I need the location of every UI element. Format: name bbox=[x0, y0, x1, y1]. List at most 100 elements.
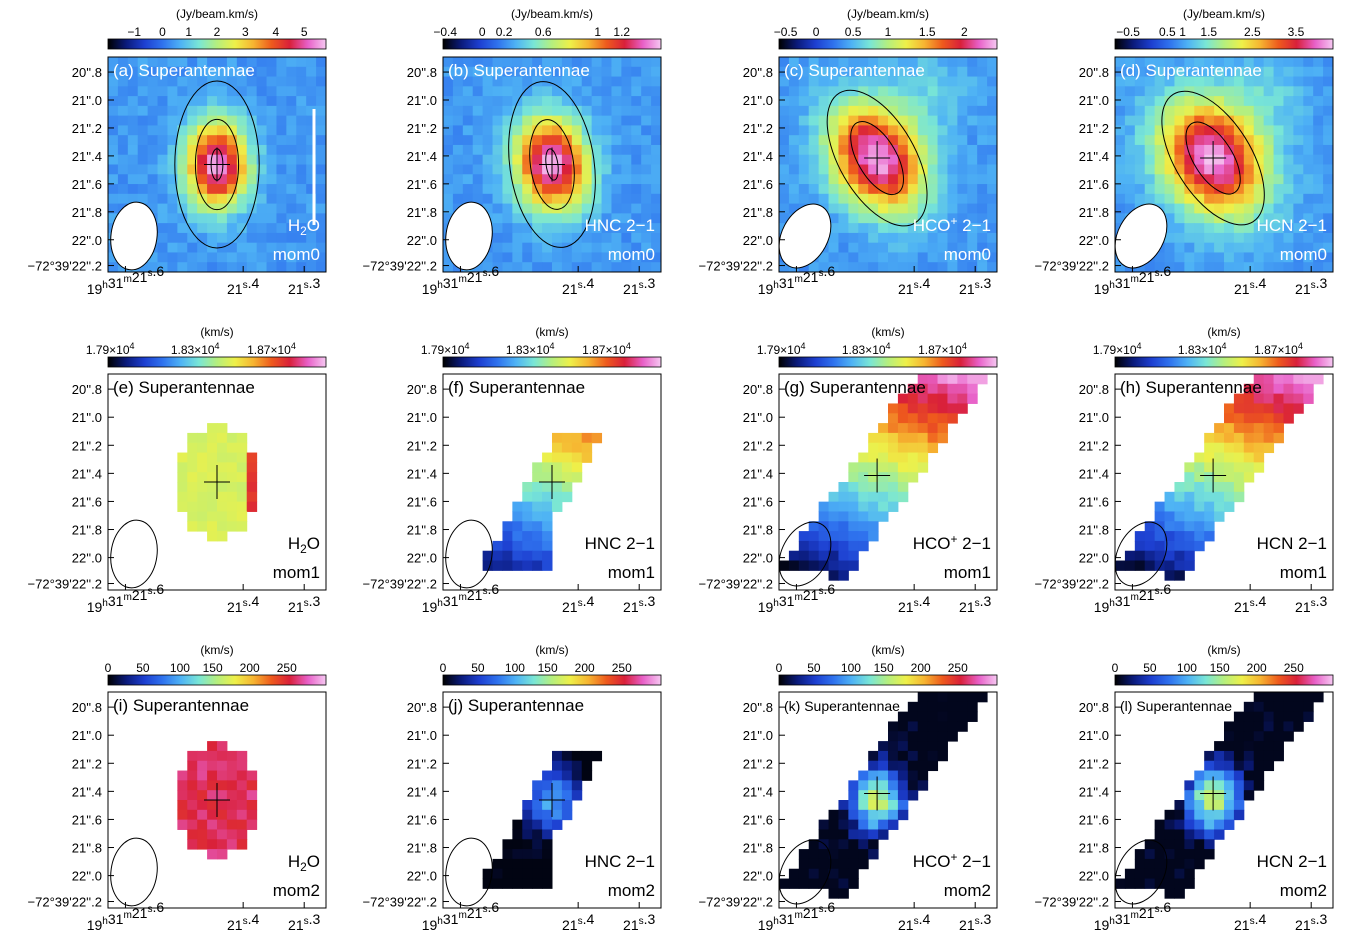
dec-tick-label: 21''.0 bbox=[72, 93, 102, 108]
panel-title: (g) Superantennae bbox=[784, 378, 926, 397]
colorbar-unit: (km/s) bbox=[535, 643, 568, 657]
colorbar-tick-label: 0 bbox=[813, 25, 820, 39]
panel-title: (j) Superantennae bbox=[448, 696, 584, 715]
colorbar-tick-label: 0.5 bbox=[1159, 25, 1176, 39]
panel-c: (Jy/beam.km/s) −0.5 0 0.5 1 1.5 2 (c) Superante… bbox=[699, 7, 998, 297]
dec-tick-label: 21''.8 bbox=[407, 523, 437, 538]
molecule-label: HCO+ 2−1 bbox=[913, 532, 991, 553]
dec-tick-label: 21''.8 bbox=[743, 841, 773, 856]
ra-tick-label: 21s.3 bbox=[959, 275, 992, 297]
dec-tick-label: −72°39'22''.2 bbox=[1035, 259, 1109, 274]
dec-tick-label: 21''.0 bbox=[407, 728, 437, 743]
molecule-block: HNC 2−1 mom0 bbox=[585, 216, 655, 264]
plot-frame bbox=[107, 56, 327, 273]
molecule-label: H2O bbox=[288, 852, 320, 874]
molecule-label: HNC 2−1 bbox=[585, 852, 655, 871]
dec-tick-label: 22''.0 bbox=[743, 869, 773, 884]
colorbar-tick-label: 0.2 bbox=[496, 25, 513, 39]
dec-tick-label: 21''.6 bbox=[1079, 177, 1109, 192]
colorbar-tick-label: 1.87×104 bbox=[918, 341, 967, 357]
dec-tick-label: 21''.4 bbox=[72, 149, 102, 164]
dec-tick-label: 21''.4 bbox=[407, 784, 437, 799]
dec-tick-label: 20''.8 bbox=[407, 382, 437, 397]
panel-a: (Jy/beam.km/s) −1 0 1 2 3 4 5 (a) Superantennae H… bbox=[28, 7, 327, 297]
dec-tick-label: 21''.6 bbox=[72, 177, 102, 192]
colorbar-tick-label: 1.83×104 bbox=[842, 341, 891, 357]
colorbar-tick-label: 0 bbox=[159, 25, 166, 39]
dec-tick-label: 21''.6 bbox=[1079, 494, 1109, 509]
colorbar-gradient bbox=[442, 674, 662, 686]
colorbar-tick-label: −1 bbox=[127, 25, 141, 39]
colorbar: (km/s) 0 50 100 150 200 250 bbox=[440, 643, 662, 686]
map-image bbox=[482, 750, 603, 889]
colorbar-tick-label: 1.87×104 bbox=[1254, 341, 1303, 357]
dec-tick-label: 21''.8 bbox=[72, 841, 102, 856]
colorbar: (km/s) 1.79×104 1.83×104 1.87×104 bbox=[421, 325, 662, 368]
colorbar-gradient bbox=[107, 356, 327, 368]
ra-tick-label: 21s.3 bbox=[959, 911, 992, 933]
colorbar-tick-label: 4 bbox=[273, 25, 280, 39]
ra-tick-label: 21s.4 bbox=[227, 275, 260, 297]
molecule-block: H2O mom2 bbox=[273, 852, 320, 900]
colorbar-tick-label: 0.5 bbox=[845, 25, 862, 39]
colorbar-gradient bbox=[1114, 38, 1334, 50]
contour bbox=[508, 81, 596, 248]
ra-tick-label: 19h31m21s.6 bbox=[758, 899, 836, 933]
beam-ellipse bbox=[1114, 203, 1168, 269]
dec-tick-label: 21''.0 bbox=[72, 728, 102, 743]
molecule-label: H2O bbox=[288, 534, 320, 556]
dec-tick-label: −72°39'22''.2 bbox=[363, 259, 437, 274]
panel-title: (h) Superantennae bbox=[1120, 378, 1262, 397]
colorbar-tick-label: 1.83×104 bbox=[171, 341, 220, 357]
molecule-label: HNC 2−1 bbox=[585, 216, 655, 235]
molecule-label: HNC 2−1 bbox=[585, 534, 655, 553]
dec-tick-label: 21''.2 bbox=[1079, 121, 1109, 136]
molecule-block: HCN 2−1 mom1 bbox=[1257, 534, 1327, 582]
plot-frame bbox=[1114, 373, 1334, 591]
map-image bbox=[1115, 57, 1333, 272]
molecule-label: HCO+ 2−1 bbox=[913, 850, 991, 871]
dec-tick-label: 21''.4 bbox=[407, 466, 437, 481]
map-image bbox=[482, 432, 603, 571]
ra-tick-label: 19h31m21s.6 bbox=[1094, 899, 1172, 933]
moment-label: mom1 bbox=[1280, 563, 1327, 582]
colorbar-tick-label: 0.6 bbox=[535, 25, 552, 39]
dec-tick-label: 21''.6 bbox=[407, 494, 437, 509]
molecule-label: H2O bbox=[288, 216, 320, 238]
beam-ellipse bbox=[778, 521, 832, 587]
dec-tick-label: 21''.8 bbox=[407, 841, 437, 856]
map-image bbox=[177, 741, 258, 860]
colorbar-tick-label: 200 bbox=[240, 661, 260, 675]
beam-ellipse bbox=[1114, 839, 1168, 905]
ra-tick-label: 21s.4 bbox=[898, 593, 931, 615]
contour bbox=[1185, 121, 1241, 195]
panel-title: (c) Superantennae bbox=[784, 61, 925, 80]
colorbar-tick-label: −0.5 bbox=[774, 25, 798, 39]
ra-tick-label: 21s.3 bbox=[288, 275, 321, 297]
plot-frame bbox=[442, 373, 662, 591]
dec-tick-label: 22''.0 bbox=[407, 233, 437, 248]
moment-label: mom1 bbox=[608, 563, 655, 582]
colorbar-tick-label: 0 bbox=[776, 661, 783, 675]
plot-frame bbox=[778, 691, 998, 909]
dec-tick-label: 21''.0 bbox=[1079, 410, 1109, 425]
panel-f: (km/s) 1.79×104 1.83×104 1.87×104 (f) Supera… bbox=[363, 325, 662, 615]
map-image bbox=[779, 374, 988, 581]
dec-tick-label: 21''.0 bbox=[72, 410, 102, 425]
dec-tick-label: 21''.0 bbox=[1079, 93, 1109, 108]
ra-tick-label: 19h31m21s.6 bbox=[422, 899, 500, 933]
dec-tick-label: −72°39'22''.2 bbox=[699, 259, 773, 274]
colorbar-tick-label: 3.5 bbox=[1288, 25, 1305, 39]
dec-tick-label: 21''.2 bbox=[1079, 756, 1109, 771]
beam-ellipse bbox=[445, 201, 493, 271]
colorbar: (Jy/beam.km/s) −0.4 0 0.2 0.6 1 1.2 bbox=[433, 7, 662, 50]
colorbar-tick-label: 100 bbox=[1177, 661, 1197, 675]
ra-tick-label: 21s.4 bbox=[1234, 911, 1267, 933]
colorbar-gradient bbox=[778, 674, 998, 686]
colorbar: (km/s) 0 50 100 150 200 250 bbox=[1112, 643, 1334, 686]
colorbar-gradient bbox=[107, 674, 327, 686]
colorbar-tick-label: 50 bbox=[1143, 661, 1157, 675]
colorbar-tick-label: 250 bbox=[612, 661, 632, 675]
map-image bbox=[443, 57, 661, 272]
molecule-block: HCN 2−1 mom2 bbox=[1257, 852, 1327, 900]
